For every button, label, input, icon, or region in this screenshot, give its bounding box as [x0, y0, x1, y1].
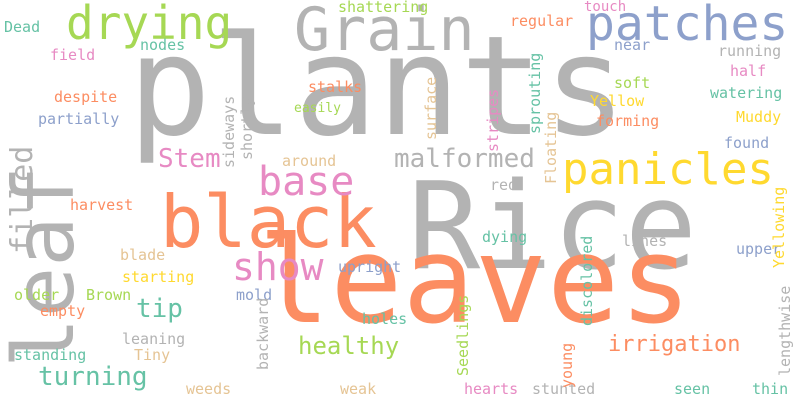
- word-despite: despite: [54, 88, 118, 106]
- word-field: field: [50, 46, 96, 64]
- word-leaves: leaves: [258, 212, 692, 351]
- word-weeds: weeds: [186, 380, 232, 398]
- word-filled: filled: [5, 145, 40, 254]
- word-yellow: Yellow: [590, 92, 645, 110]
- word-thin: thin: [752, 380, 789, 398]
- word-irrigation: irrigation: [608, 332, 741, 357]
- word-black: black: [160, 180, 377, 264]
- word-stem: Stem: [158, 144, 221, 174]
- word-panicles: panicles: [562, 144, 774, 195]
- word-running: running: [718, 42, 782, 60]
- word-older: older: [14, 286, 60, 304]
- word-regular: regular: [510, 12, 574, 30]
- word-partially: partially: [38, 110, 120, 128]
- word-empty: empty: [40, 302, 86, 320]
- word-sideways: sideways: [220, 95, 238, 168]
- word-yellowing: Yellowing: [770, 186, 788, 268]
- word-dying: dying: [482, 228, 528, 246]
- word-hearts: hearts: [464, 380, 519, 398]
- word-nodes: nodes: [140, 36, 186, 54]
- word-seedlings: Seedlings: [454, 294, 472, 376]
- word-near: near: [614, 36, 651, 54]
- word-forming: forming: [596, 112, 660, 130]
- word-grain: Grain: [294, 0, 475, 65]
- word-blade: blade: [120, 246, 166, 264]
- word-dead: Dead: [4, 18, 41, 36]
- word-tiny: Tiny: [134, 346, 171, 364]
- word-easily: easily: [294, 101, 341, 116]
- word-base: base: [258, 159, 355, 205]
- word-leaning: leaning: [122, 330, 186, 348]
- word-lengthwise: lengthwise: [776, 285, 794, 376]
- word-around: around: [282, 152, 337, 170]
- word-stalks: stalks: [308, 78, 363, 96]
- word-malformed: malformed: [394, 144, 535, 174]
- word-upper: upper: [736, 240, 782, 258]
- word-red: red: [490, 176, 518, 194]
- word-muddy: Muddy: [736, 108, 782, 126]
- word-stripes: stripes: [484, 88, 502, 152]
- word-discolored: discolored: [578, 235, 596, 326]
- word-young: young: [558, 342, 576, 388]
- word-stunted: stunted: [532, 380, 596, 398]
- word-found: found: [724, 134, 770, 152]
- word-harvest: harvest: [70, 196, 134, 214]
- word-standing: standing: [14, 346, 87, 364]
- word-half: half: [730, 62, 767, 80]
- word-healthy: healthy: [298, 332, 400, 360]
- word-holes: holes: [362, 310, 408, 328]
- word-mold: mold: [236, 286, 273, 304]
- word-watering: watering: [710, 84, 783, 102]
- word-turning: turning: [38, 362, 148, 392]
- word-backward: backward: [254, 297, 272, 370]
- word-weak: weak: [340, 380, 377, 398]
- word-upright: upright: [338, 258, 402, 276]
- word-lines: lines: [622, 232, 668, 250]
- word-tip: tip: [136, 294, 183, 324]
- word-surface: surface: [422, 76, 440, 140]
- word-floating: Floating: [542, 111, 560, 184]
- word-shortly: shortly: [238, 96, 256, 160]
- word-sprouting: sprouting: [526, 52, 544, 134]
- word-starting: starting: [122, 268, 195, 286]
- word-rice: Rice: [408, 158, 697, 297]
- word-soft: soft: [614, 74, 651, 92]
- word-brown: Brown: [86, 286, 132, 304]
- word-drying: drying: [66, 0, 233, 50]
- word-show: show: [232, 245, 324, 289]
- word-plants: plants: [128, 6, 627, 167]
- word-touch: touch: [584, 0, 627, 15]
- word-patches: patches: [586, 0, 789, 52]
- word-shattering: shattering: [338, 0, 429, 16]
- word-seen: seen: [674, 380, 711, 398]
